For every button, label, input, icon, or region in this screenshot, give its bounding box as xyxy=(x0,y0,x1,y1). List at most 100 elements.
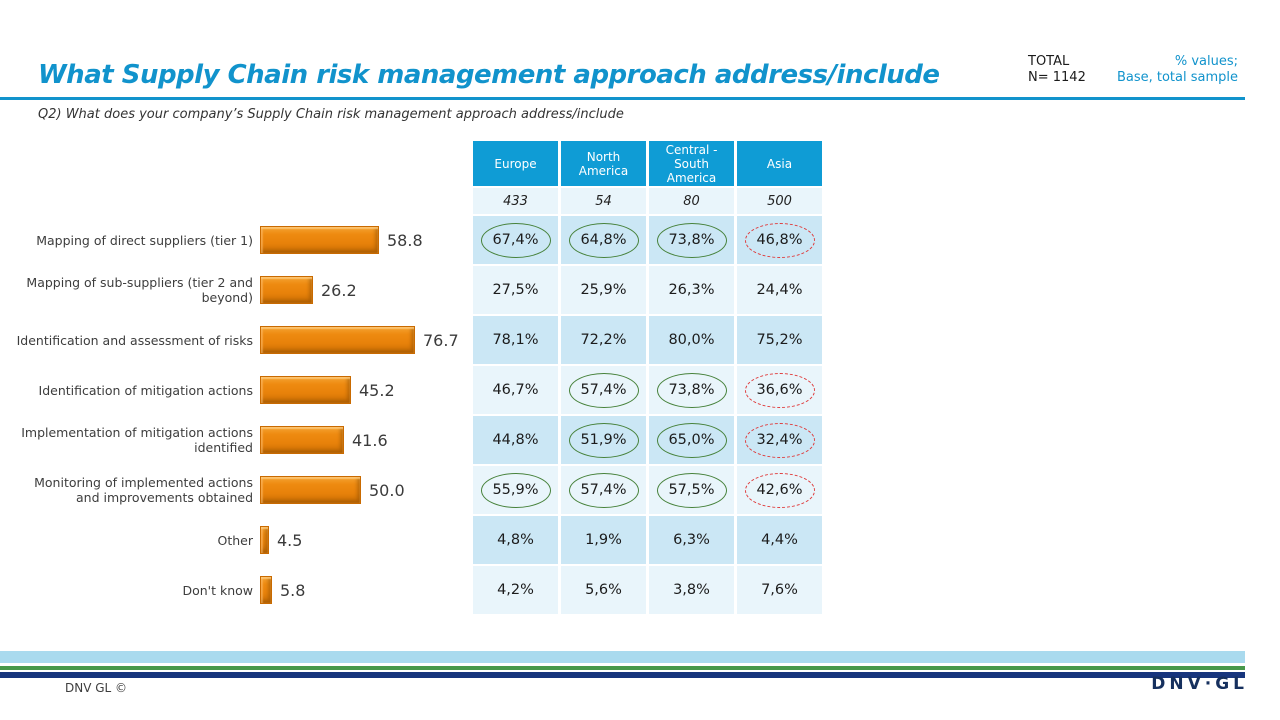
bar xyxy=(260,326,415,354)
region-column-header: North America xyxy=(561,141,646,186)
bar-value-label: 45.2 xyxy=(359,380,395,400)
bar xyxy=(260,276,313,304)
chart-row: Other 4.5 xyxy=(8,516,459,564)
title-divider xyxy=(0,97,1245,100)
table-row: 46,7% 57,4% 73,8% 36,6% xyxy=(473,366,822,414)
cell-value: 32,4% xyxy=(756,432,803,448)
table-cell: 64,8% xyxy=(561,216,646,264)
highlight-circle-green: 57,4% xyxy=(568,472,639,508)
bar-value-label: 76.7 xyxy=(423,330,459,350)
table-cell: 4,4% xyxy=(737,516,822,564)
table-cell: 55,9% xyxy=(473,466,558,514)
table-row: 67,4% 64,8% 73,8% 46,8% xyxy=(473,216,822,264)
cell-value: 65,0% xyxy=(668,432,715,448)
base-note: Base, total sample xyxy=(1116,70,1238,85)
region-column-header: Asia xyxy=(737,141,822,186)
bar xyxy=(260,476,361,504)
cell-value: 51,9% xyxy=(580,432,627,448)
bar-value-label: 4.5 xyxy=(277,530,303,550)
bar-category-label: Implementation of mitigation actions ide… xyxy=(21,425,253,455)
table-cell: 65,0% xyxy=(649,416,734,464)
bar-category-label: Monitoring of implemented actions and im… xyxy=(34,475,253,505)
table-cell: 3,8% xyxy=(649,566,734,614)
regions-table: Europe North America Central - South Ameri… xyxy=(470,139,825,616)
region-column-header: Central - South America xyxy=(649,141,734,186)
base-sizes-row: 433 54 80 500 xyxy=(473,188,822,214)
bar-value-label: 58.8 xyxy=(387,230,423,250)
cell-value: 57,4% xyxy=(580,382,627,398)
base-size-cell: 54 xyxy=(561,188,646,214)
table-cell: 32,4% xyxy=(737,416,822,464)
table-row: 78,1% 72,2% 80,0% 75,2% xyxy=(473,316,822,364)
table-cell: 67,4% xyxy=(473,216,558,264)
table-row: 27,5% 25,9% 26,3% 24,4% xyxy=(473,266,822,314)
chart-row: Monitoring of implemented actions and im… xyxy=(8,466,459,514)
total-n: N= 1142 xyxy=(1028,70,1086,85)
table-row: 55,9% 57,4% 57,5% 42,6% xyxy=(473,466,822,514)
bar-category-label: Mapping of direct suppliers (tier 1) xyxy=(36,232,253,248)
table-cell: 73,8% xyxy=(649,366,734,414)
base-size-cell: 433 xyxy=(473,188,558,214)
highlight-circle-green: 65,0% xyxy=(656,422,727,458)
highlight-circle-green: 51,9% xyxy=(568,422,639,458)
page-title: What Supply Chain risk management approa… xyxy=(38,60,940,90)
cell-value: 46,8% xyxy=(756,232,803,248)
highlight-circle-green: 64,8% xyxy=(568,222,639,258)
copyright-text: DNV GL © xyxy=(65,681,128,695)
highlight-circle-red: 46,8% xyxy=(744,222,815,258)
bar xyxy=(260,426,344,454)
highlight-circle-green: 67,4% xyxy=(480,222,551,258)
table-cell: 25,9% xyxy=(561,266,646,314)
chart-row: Don't know 5.8 xyxy=(8,566,459,614)
table-cell: 5,6% xyxy=(561,566,646,614)
table-cell: 24,4% xyxy=(737,266,822,314)
chart-row: Identification of mitigation actions 45.2 xyxy=(8,366,459,414)
chart-row: Implementation of mitigation actions ide… xyxy=(8,416,459,464)
table-cell: 57,4% xyxy=(561,466,646,514)
table-cell: 4,2% xyxy=(473,566,558,614)
cell-value: 73,8% xyxy=(668,232,715,248)
table-cell: 57,5% xyxy=(649,466,734,514)
bar xyxy=(260,226,379,254)
footer-stripe-navy xyxy=(0,672,1245,678)
values-note: % values; xyxy=(1174,54,1238,69)
table-cell: 72,2% xyxy=(561,316,646,364)
table-cell: 36,6% xyxy=(737,366,822,414)
bar-category-label: Identification of mitigation actions xyxy=(38,382,253,398)
highlight-circle-green: 73,8% xyxy=(656,222,727,258)
bar xyxy=(260,526,269,554)
base-size-cell: 80 xyxy=(649,188,734,214)
highlight-circle-green: 57,5% xyxy=(656,472,727,508)
bar-value-label: 26.2 xyxy=(321,280,357,300)
table-cell: 4,8% xyxy=(473,516,558,564)
table-cell: 7,6% xyxy=(737,566,822,614)
table-row: 44,8% 51,9% 65,0% 32,4% xyxy=(473,416,822,464)
total-label: TOTAL xyxy=(1028,54,1070,69)
question-text: Q2) What does your company’s Supply Chai… xyxy=(38,107,624,122)
table-cell: 42,6% xyxy=(737,466,822,514)
bar-value-label: 5.8 xyxy=(280,580,306,600)
cell-value: 73,8% xyxy=(668,382,715,398)
highlight-circle-green: 55,9% xyxy=(480,472,551,508)
chart-row: Mapping of direct suppliers (tier 1) 58.8 xyxy=(8,216,459,264)
bar-value-label: 50.0 xyxy=(369,480,405,500)
table-cell: 26,3% xyxy=(649,266,734,314)
bar-category-label: Other xyxy=(217,532,254,548)
table-header-row: Europe North America Central - South Ameri… xyxy=(473,141,822,186)
cell-value: 67,4% xyxy=(492,232,539,248)
base-size-cell: 500 xyxy=(737,188,822,214)
table-row: 4,2% 5,6% 3,8% 7,6% xyxy=(473,566,822,614)
footer-stripe-green xyxy=(0,666,1245,670)
footer-stripe-lightblue xyxy=(0,651,1245,663)
chart-row: Identification and assessment of risks 76… xyxy=(8,316,459,364)
highlight-circle-green: 57,4% xyxy=(568,372,639,408)
table-cell: 80,0% xyxy=(649,316,734,364)
cell-value: 42,6% xyxy=(756,482,803,498)
table-cell: 57,4% xyxy=(561,366,646,414)
bar-value-label: 41.6 xyxy=(352,430,388,450)
cell-value: 55,9% xyxy=(492,482,539,498)
cell-value: 57,4% xyxy=(580,482,627,498)
values-note-block: % values; Base, total sample xyxy=(1117,54,1238,86)
table-cell: 51,9% xyxy=(561,416,646,464)
table-cell: 73,8% xyxy=(649,216,734,264)
